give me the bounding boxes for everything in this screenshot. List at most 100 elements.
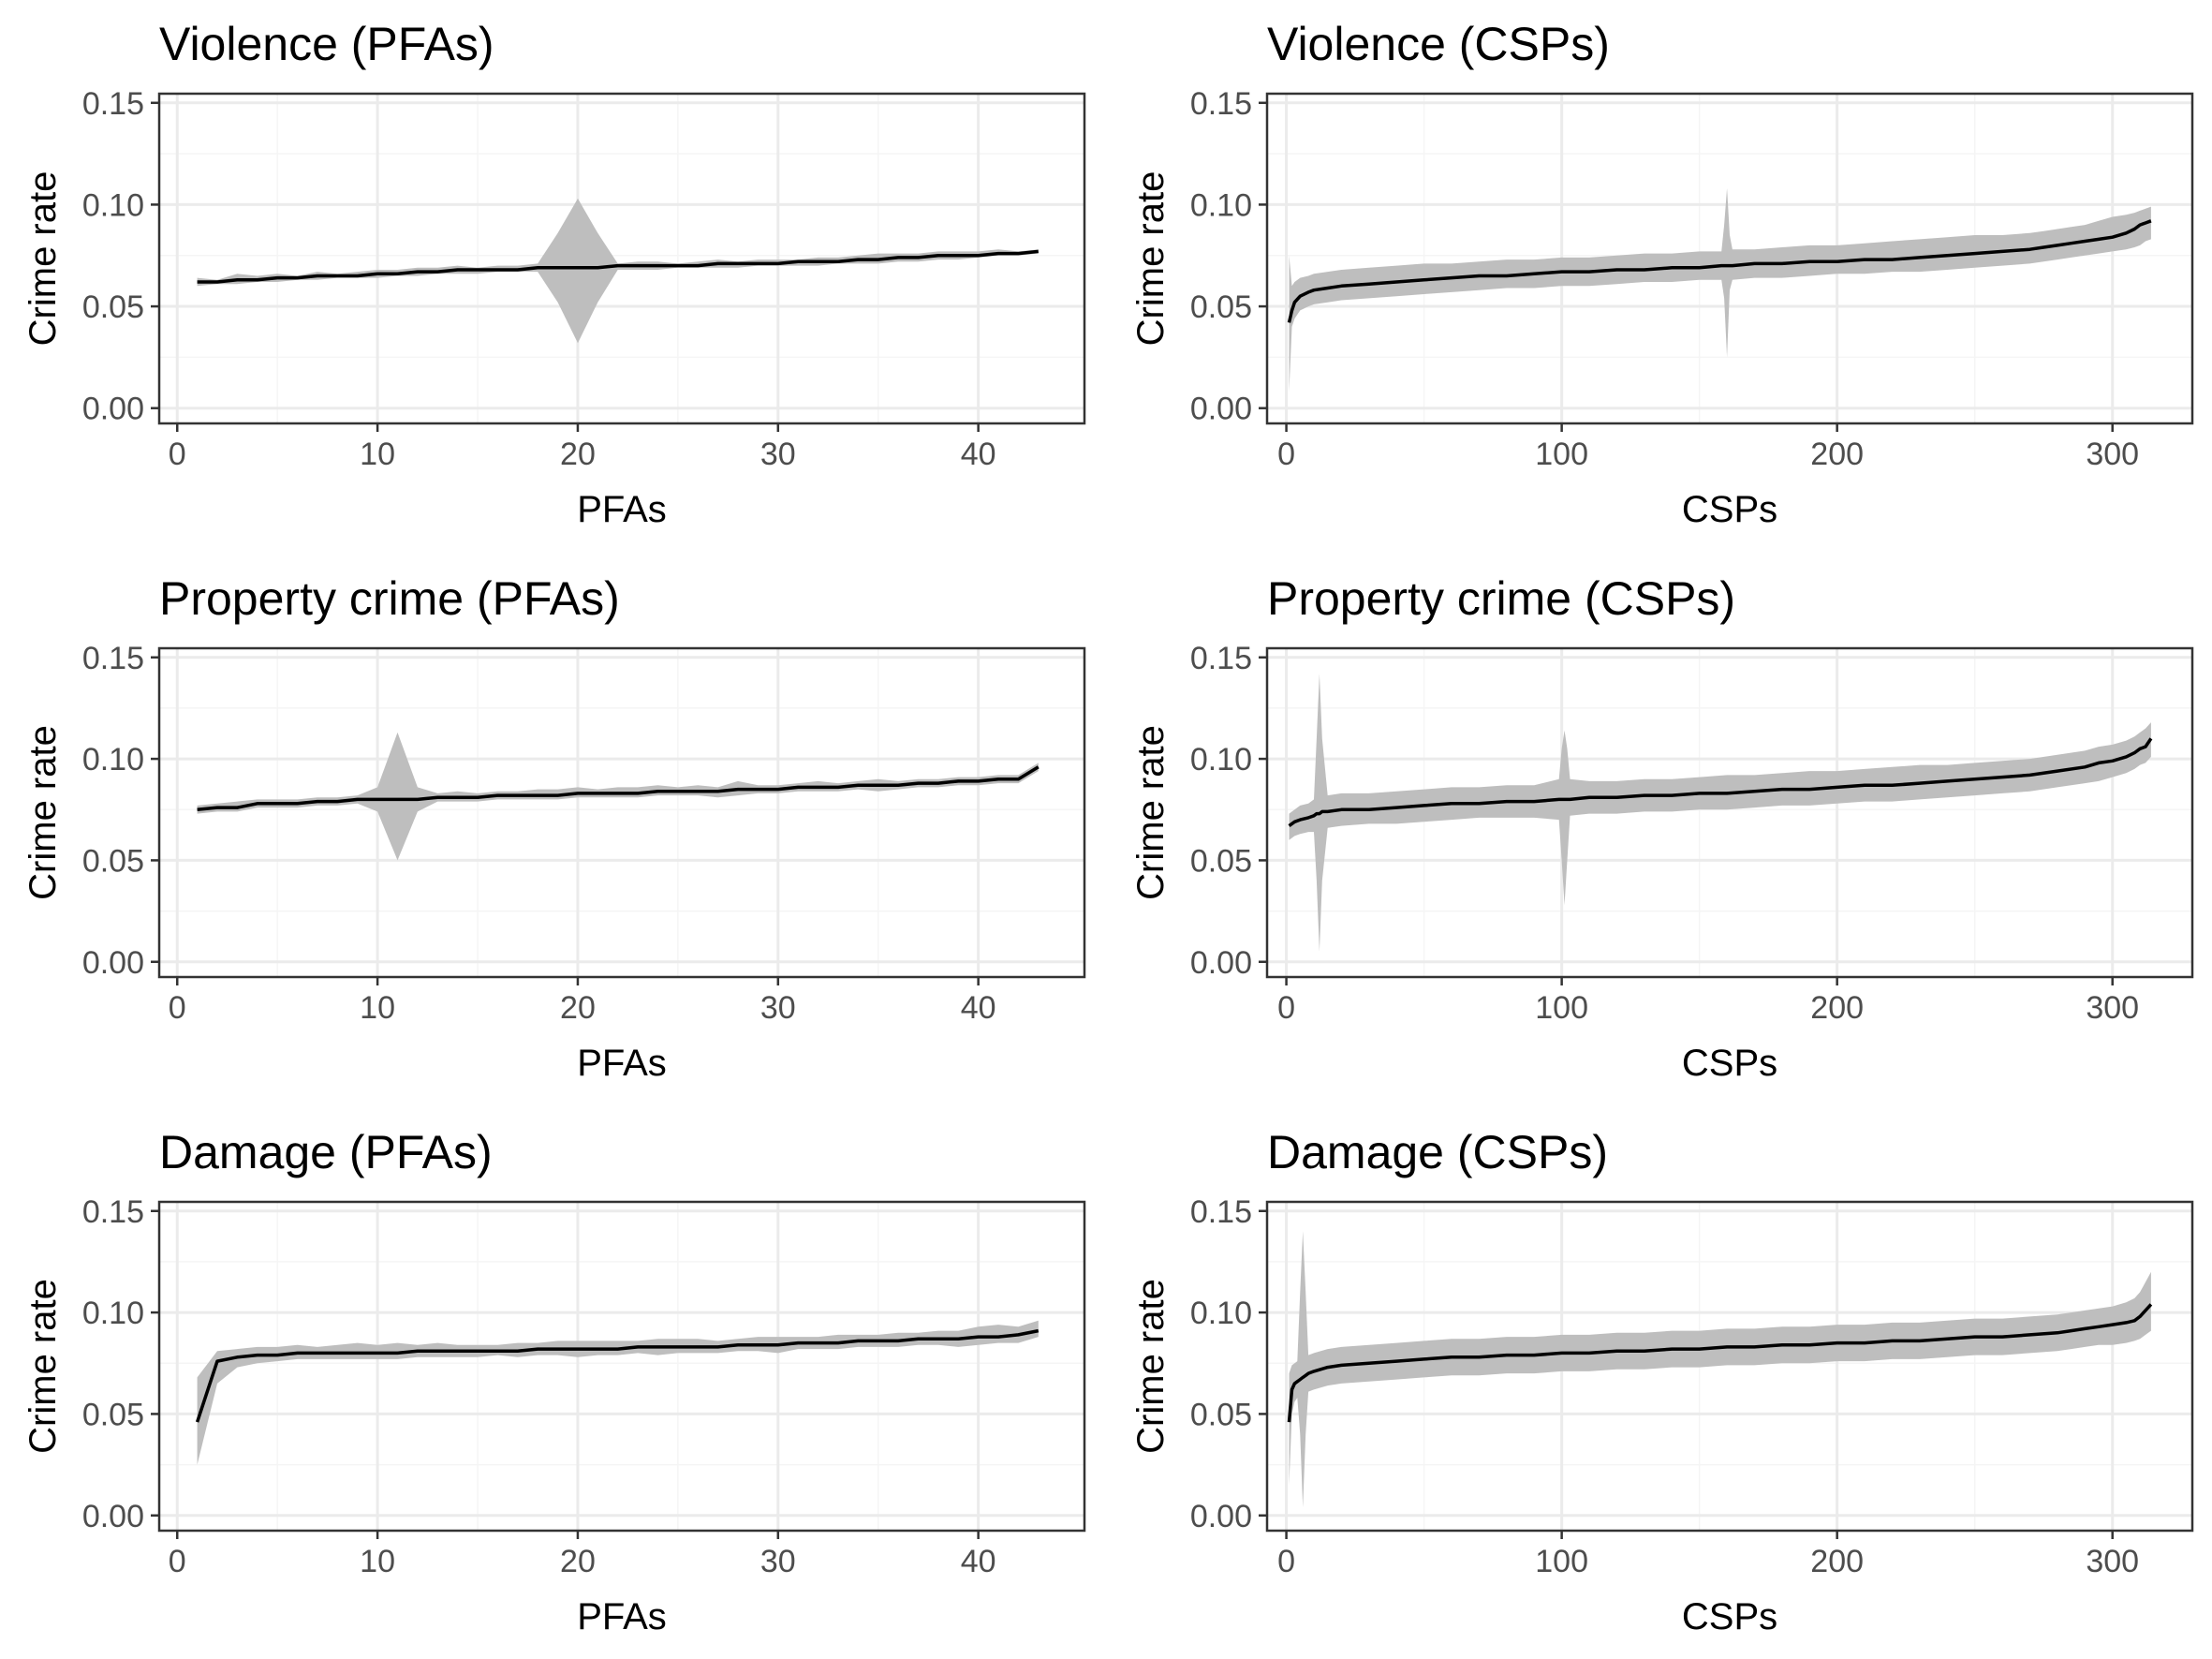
panel-border	[1265, 1200, 2194, 1533]
x-tick-label: 300	[2086, 990, 2139, 1026]
y-tick-label: 0.10	[82, 742, 144, 778]
panel-border	[157, 1200, 1086, 1533]
x-tick-label: 20	[560, 1544, 596, 1579]
x-tick-label: 100	[1535, 1544, 1588, 1579]
chart-title: Violence (CSPs)	[1267, 18, 1610, 70]
y-axis-label: Crime rate	[22, 171, 64, 347]
y-tick-label: 0.05	[1190, 843, 1252, 879]
y-axis-label: Crime rate	[22, 1279, 64, 1454]
x-tick-label: 20	[560, 990, 596, 1026]
x-tick-label: 0	[1277, 437, 1295, 472]
y-axis-label: Crime rate	[1130, 1279, 1172, 1454]
chart-title: Damage (CSPs)	[1267, 1126, 1608, 1178]
major-gridlines	[159, 1202, 1084, 1531]
confidence-band	[197, 732, 1039, 861]
x-tick-label: 200	[1810, 990, 1864, 1026]
y-tick-label: 0.15	[1190, 1194, 1252, 1230]
series-line	[1287, 219, 2152, 323]
y-tick-label: 0.10	[1190, 187, 1252, 223]
x-tick-label: 200	[1810, 1544, 1864, 1579]
x-axis-label: PFAs	[577, 489, 667, 530]
y-tick-label: 0.15	[82, 86, 144, 122]
y-tick-label: 0.05	[82, 843, 144, 879]
y-tick-label: 0.15	[82, 641, 144, 676]
y-tick-label: 0.05	[82, 1397, 144, 1432]
x-tick-label: 10	[360, 437, 395, 472]
y-tick-label: 0.10	[82, 187, 144, 223]
confidence-band	[197, 1320, 1039, 1465]
x-tick-label: 0	[169, 1544, 186, 1579]
y-tick-label: 0.00	[1190, 392, 1252, 427]
panel-background	[159, 1202, 1084, 1531]
y-axis-label: Crime rate	[1130, 171, 1172, 347]
series-line	[197, 249, 1039, 284]
x-tick-label: 0	[1277, 990, 1295, 1026]
y-tick-label: 0.15	[82, 1194, 144, 1230]
x-axis-label: CSPs	[1682, 1596, 1777, 1637]
x-tick-label: 20	[560, 437, 596, 472]
chart-title: Property crime (CSPs)	[1267, 572, 1735, 625]
chart-title: Violence (PFAs)	[159, 18, 494, 70]
y-tick-label: 0.05	[1190, 289, 1252, 325]
x-tick-label: 200	[1810, 437, 1864, 472]
y-tick-label: 0.00	[1190, 945, 1252, 981]
y-tick-label: 0.00	[1190, 1499, 1252, 1534]
x-tick-label: 300	[2086, 1544, 2139, 1579]
x-tick-label: 40	[961, 1544, 996, 1579]
x-tick-label: 0	[169, 990, 186, 1026]
y-tick-label: 0.05	[1190, 1397, 1252, 1432]
y-tick-label: 0.10	[82, 1296, 144, 1331]
x-tick-label: 30	[760, 1544, 796, 1579]
confidence-band	[1289, 1231, 2151, 1508]
series-line	[1287, 1303, 2153, 1423]
x-tick-label: 30	[760, 990, 796, 1026]
x-axis-label: PFAs	[577, 1596, 667, 1637]
x-tick-label: 300	[2086, 437, 2139, 472]
y-axis-label: Crime rate	[22, 725, 64, 900]
minor-gridlines	[159, 648, 1084, 977]
y-tick-label: 0.00	[82, 945, 144, 981]
x-tick-label: 100	[1535, 437, 1588, 472]
series-line	[197, 765, 1040, 812]
x-tick-label: 40	[961, 990, 996, 1026]
y-tick-label: 0.00	[82, 392, 144, 427]
y-axis-label: Crime rate	[1130, 725, 1172, 900]
series-line	[195, 1328, 1040, 1423]
major-gridlines	[1267, 1202, 2192, 1531]
chart-title: Damage (PFAs)	[159, 1126, 493, 1178]
panel-border	[1265, 92, 2194, 425]
x-tick-label: 10	[360, 1544, 395, 1579]
chart-title: Property crime (PFAs)	[159, 572, 620, 625]
y-tick-label: 0.15	[1190, 641, 1252, 676]
confidence-band	[1289, 674, 2151, 952]
x-tick-label: 100	[1535, 990, 1588, 1026]
y-tick-label: 0.05	[82, 289, 144, 325]
x-axis-label: CSPs	[1682, 489, 1777, 530]
x-tick-label: 10	[360, 990, 395, 1026]
x-axis-label: CSPs	[1682, 1043, 1777, 1084]
chart-panel-4: 0 100 200 300 0.00 0.05 0.10 0.15 Property crime…	[1130, 572, 2194, 1084]
minor-gridlines	[159, 1202, 1084, 1531]
x-axis-label: PFAs	[577, 1043, 667, 1084]
chart-panel-3: 0 10 20 30 40 0.00 0.05 0.10 0.15 Property crime …	[22, 572, 1086, 1084]
chart-panel-2: 0 100 200 300 0.00 0.05 0.10 0.15 Violence (CSPs…	[1130, 18, 2194, 530]
panel-background	[159, 648, 1084, 977]
chart-panel-5: 0 10 20 30 40 0.00 0.05 0.10 0.15 Damage (PFAs) PF…	[22, 1126, 1086, 1637]
y-tick-label: 0.10	[1190, 1296, 1252, 1331]
major-gridlines	[159, 648, 1084, 977]
x-tick-label: 30	[760, 437, 796, 472]
confidence-band	[1289, 188, 2151, 393]
x-tick-label: 40	[961, 437, 996, 472]
x-tick-label: 0	[1277, 1544, 1295, 1579]
chart-panel-1: 0 10 20 30 40 0.00 0.05 0.10 0.15 Violence (PFAs)…	[22, 18, 1086, 530]
y-tick-label: 0.00	[82, 1499, 144, 1534]
x-tick-label: 0	[169, 437, 186, 472]
y-tick-label: 0.10	[1190, 742, 1252, 778]
panel-border	[157, 92, 1086, 425]
panel-border	[157, 646, 1086, 979]
chart-panel-6: 0 100 200 300 0.00 0.05 0.10 0.15 Damage (CSPs) C…	[1130, 1126, 2194, 1637]
panel-border	[1265, 646, 2194, 979]
y-tick-label: 0.15	[1190, 86, 1252, 122]
series-line	[1288, 737, 2153, 828]
